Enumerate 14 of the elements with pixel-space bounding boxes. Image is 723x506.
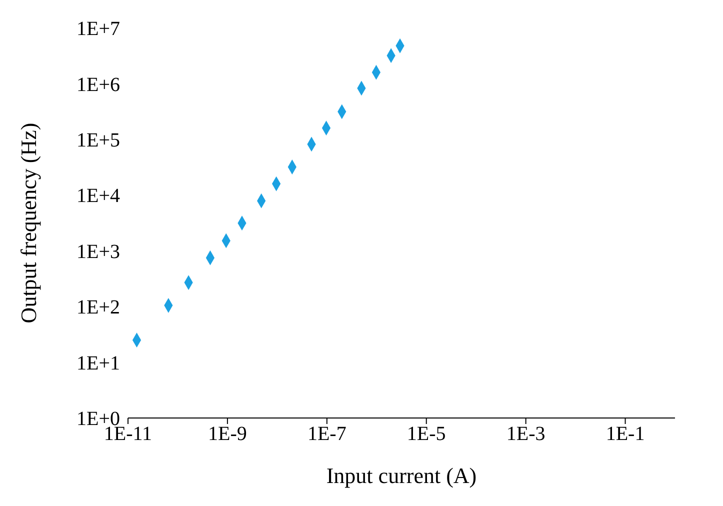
x-tick-label: 1E-7 <box>307 423 346 446</box>
x-tick-label: 1E-9 <box>208 423 247 446</box>
y-axis-title: Output frequency (Hz) <box>16 122 41 324</box>
x-tick-label: 1E-1 <box>606 423 645 446</box>
x-tick-label: 1E-3 <box>506 423 546 446</box>
y-tick-label: 1E+2 <box>76 296 120 319</box>
y-tick-label: 1E+5 <box>76 130 120 152</box>
x-axis-title: Input current (A) <box>326 463 477 488</box>
y-tick-label: 1E+6 <box>76 74 120 96</box>
y-tick-label: 1E+4 <box>76 185 120 208</box>
y-tick-label: 1E+1 <box>76 352 120 374</box>
y-tick-label: 1E+3 <box>76 240 120 263</box>
x-tick-label: 1E-5 <box>406 423 446 446</box>
y-tick-label: 1E+7 <box>76 18 120 40</box>
